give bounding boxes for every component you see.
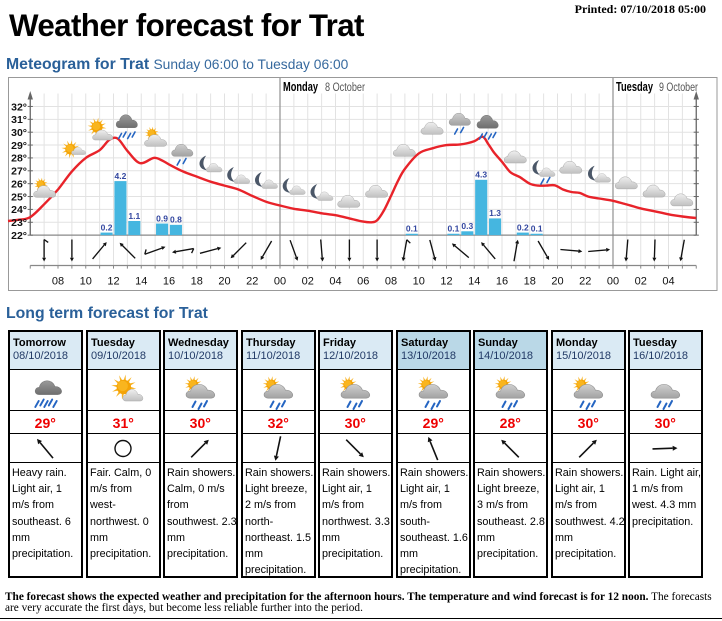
svg-text:00: 00	[274, 276, 286, 288]
svg-text:31°: 31°	[11, 114, 27, 126]
svg-text:24°: 24°	[11, 204, 27, 216]
svg-text:08: 08	[385, 276, 397, 288]
svg-text:14: 14	[468, 276, 480, 288]
svg-text:4.3: 4.3	[475, 170, 487, 180]
svg-text:04: 04	[662, 276, 674, 288]
svg-text:0.1: 0.1	[406, 224, 418, 234]
svg-text:10: 10	[413, 276, 425, 288]
svg-text:12: 12	[440, 276, 452, 288]
svg-text:27°: 27°	[11, 166, 27, 178]
svg-text:04: 04	[329, 276, 341, 288]
svg-text:1.3: 1.3	[489, 208, 501, 218]
svg-text:06: 06	[357, 276, 369, 288]
svg-text:22°: 22°	[11, 230, 27, 242]
svg-text:02: 02	[302, 276, 314, 288]
svg-text:16: 16	[496, 276, 508, 288]
svg-text:0.2: 0.2	[517, 222, 529, 232]
svg-text:14: 14	[135, 276, 147, 288]
svg-text:0.3: 0.3	[461, 221, 473, 231]
svg-text:0.8: 0.8	[170, 215, 182, 225]
svg-text:30°: 30°	[11, 127, 27, 139]
svg-text:1.1: 1.1	[128, 211, 140, 221]
svg-text:10: 10	[80, 276, 92, 288]
svg-text:4.2: 4.2	[115, 171, 127, 181]
svg-text:28°: 28°	[11, 153, 27, 165]
svg-text:18: 18	[191, 276, 203, 288]
svg-text:16: 16	[163, 276, 175, 288]
svg-text:0.9: 0.9	[156, 213, 168, 223]
svg-text:12: 12	[107, 276, 119, 288]
svg-text:22: 22	[246, 276, 258, 288]
svg-text:26°: 26°	[11, 178, 27, 190]
svg-text:00: 00	[607, 276, 619, 288]
svg-text:0.1: 0.1	[531, 224, 543, 234]
svg-text:25°: 25°	[11, 191, 27, 203]
svg-text:8 October: 8 October	[325, 82, 365, 94]
svg-text:Monday: Monday	[283, 80, 318, 94]
svg-text:02: 02	[635, 276, 647, 288]
svg-text:20: 20	[551, 276, 563, 288]
svg-text:Tuesday: Tuesday	[616, 80, 653, 94]
svg-text:0.1: 0.1	[448, 224, 460, 234]
svg-text:22: 22	[579, 276, 591, 288]
svg-text:0.2: 0.2	[101, 222, 113, 232]
svg-text:23°: 23°	[11, 217, 27, 229]
svg-text:08: 08	[52, 276, 64, 288]
svg-text:9 October: 9 October	[659, 82, 698, 94]
svg-text:32°: 32°	[11, 101, 27, 113]
svg-text:18: 18	[524, 276, 536, 288]
svg-text:29°: 29°	[11, 140, 27, 152]
svg-text:20: 20	[218, 276, 230, 288]
